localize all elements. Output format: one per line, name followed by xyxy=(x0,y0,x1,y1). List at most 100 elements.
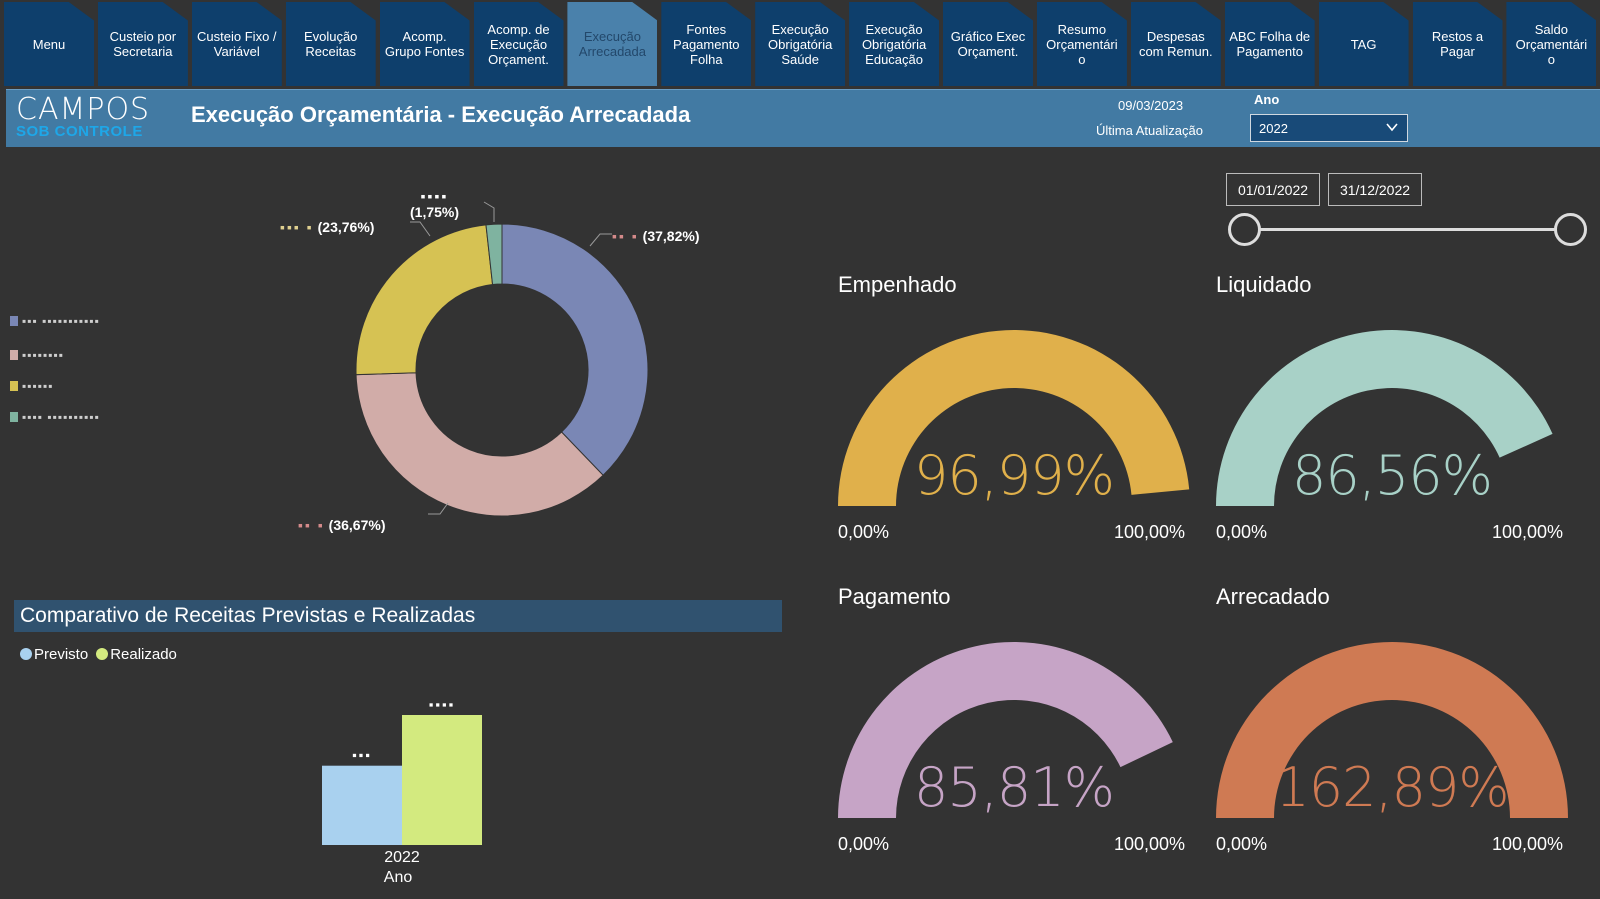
tab-7[interactable]: Execução Arrecadada xyxy=(567,2,658,86)
donut-legend-item[interactable]: ▪▪▪▪▪▪▪▪ xyxy=(10,347,64,363)
bar-previsto[interactable] xyxy=(322,765,402,845)
donut-label-3-name: ▪▪▪ ▪ xyxy=(280,219,314,235)
donut-label-2-name: ▪▪ ▪ xyxy=(298,517,325,533)
ano-dropdown[interactable]: 2022 xyxy=(1250,114,1408,142)
logo-bottom-text: SOB CONTROLE xyxy=(16,123,143,140)
date-slider-start-handle[interactable] xyxy=(1228,213,1261,246)
page-title: Execução Orçamentária - Execução Arrecad… xyxy=(191,102,691,127)
date-start-input[interactable]: 01/01/2022 xyxy=(1226,173,1320,206)
gauge-max-label: 100,00% xyxy=(1492,834,1564,854)
donut-label-1: ▪▪ ▪ (37,82%) xyxy=(612,228,699,244)
gauge-arc xyxy=(838,641,1173,818)
update-label: Última Atualização xyxy=(1096,123,1203,138)
gauge-arrecadado xyxy=(1216,642,1568,818)
bar-value-label: ▪▪▪ xyxy=(352,748,372,763)
ano-label: Ano xyxy=(1254,92,1280,107)
tab-5[interactable]: Acomp. Grupo Fontes xyxy=(379,2,470,86)
tab-15[interactable]: TAG xyxy=(1318,2,1409,86)
donut-slice-2[interactable] xyxy=(355,372,604,517)
gauge-liquidado xyxy=(1216,329,1553,506)
tab-8[interactable]: Fontes Pagamento Folha xyxy=(661,2,752,86)
bar-chart-legend: Previsto Realizado xyxy=(20,646,177,663)
gauge-value: 162,89% xyxy=(1275,756,1509,819)
legend-swatch xyxy=(10,412,18,422)
gauge-min-label: 0,00% xyxy=(1216,834,1268,854)
legend-text: ▪▪▪ ▪▪▪▪▪▪▪▪▪▪▪ xyxy=(22,314,100,328)
date-end-input[interactable]: 31/12/2022 xyxy=(1328,173,1422,206)
donut-leader-line xyxy=(483,201,495,222)
bar-chart: ▪▪▪▪▪▪▪ xyxy=(322,697,482,845)
gauge-max-label: 100,00% xyxy=(1114,522,1186,542)
donut-label-4: ▪▪▪▪ (1,75%) xyxy=(410,188,459,220)
donut-leader-line xyxy=(410,221,431,237)
donut-label-3: ▪▪▪ ▪ (23,76%) xyxy=(280,219,374,235)
gauge-value: 96,99% xyxy=(914,444,1115,507)
update-date: 09/03/2023 xyxy=(1118,98,1184,113)
tab-1[interactable]: Menu xyxy=(4,2,94,86)
tab-12[interactable]: Resumo Orçamentári o xyxy=(1036,2,1127,86)
gauge-min-label: 0,00% xyxy=(838,522,890,542)
date-slider-track[interactable] xyxy=(1244,228,1570,231)
bar-category-label: 2022 xyxy=(384,849,420,866)
gauge-min-label: 0,00% xyxy=(1216,522,1268,542)
chevron-down-icon xyxy=(1385,120,1399,137)
tab-3[interactable]: Custeio Fixo / Variável xyxy=(191,2,282,86)
gauge-arc xyxy=(1216,642,1568,818)
legend-text: ▪▪▪▪ ▪▪▪▪▪▪▪▪▪▪ xyxy=(22,410,100,424)
donut-legend-item[interactable]: ▪▪▪▪▪▪ xyxy=(10,378,54,394)
legend-previsto[interactable]: Previsto xyxy=(20,646,88,663)
previsto-dot-icon xyxy=(20,648,32,660)
gauge-title-liquidado: Liquidado xyxy=(1216,272,1312,297)
donut-label-2: ▪▪ ▪ (36,67%) xyxy=(298,517,385,533)
donut-slice-4[interactable] xyxy=(485,223,503,286)
campos-logo: CAMPOS SOB CONTROLE xyxy=(16,94,176,144)
legend-realizado[interactable]: Realizado xyxy=(96,646,177,663)
ano-dropdown-value: 2022 xyxy=(1259,121,1288,136)
legend-text: ▪▪▪▪▪▪▪▪ xyxy=(22,348,65,362)
gauge-title-empenhado: Empenhado xyxy=(838,272,957,297)
gauge-arc xyxy=(1216,329,1553,506)
date-slider-end-handle[interactable] xyxy=(1554,213,1587,246)
legend-swatch xyxy=(10,316,18,326)
legend-previsto-label: Previsto xyxy=(34,646,89,663)
gauge-min-label: 0,00% xyxy=(838,834,890,854)
donut-slice-3[interactable] xyxy=(355,224,494,376)
page-header: CAMPOS SOB CONTROLE Execução Orçamentári… xyxy=(6,89,1600,147)
logo-top-text: CAMPOS xyxy=(16,92,151,127)
donut-label-2-pct: (36,67%) xyxy=(328,517,386,533)
tab-13[interactable]: Despesas com Remun. xyxy=(1130,2,1221,86)
donut-label-3-pct: (23,76%) xyxy=(317,219,375,235)
donut-leader-line xyxy=(428,502,449,515)
donut-label-4-name: ▪▪▪▪ xyxy=(420,188,449,204)
bar-value-label: ▪▪▪▪ xyxy=(429,697,455,712)
donut-slice-1[interactable] xyxy=(501,223,649,476)
tab-17[interactable]: Saldo Orçamentári o xyxy=(1506,2,1597,86)
bar-realizado[interactable] xyxy=(402,715,482,845)
tab-11[interactable]: Gráfico Exec Orçament. xyxy=(943,2,1033,86)
gauge-title-pagamento: Pagamento xyxy=(838,584,951,609)
donut-legend-item[interactable]: ▪▪▪ ▪▪▪▪▪▪▪▪▪▪▪ xyxy=(10,313,100,329)
donut-label-4-pct: (1,75%) xyxy=(410,204,460,220)
gauge-max-label: 100,00% xyxy=(1114,834,1186,854)
tab-9[interactable]: Execução Obrigatória Saúde xyxy=(755,2,846,86)
bar-axis-label: Ano xyxy=(383,869,413,886)
realizado-dot-icon xyxy=(96,648,109,660)
legend-swatch xyxy=(10,350,18,360)
donut-legend-item[interactable]: ▪▪▪▪ ▪▪▪▪▪▪▪▪▪▪ xyxy=(10,409,100,425)
gauge-pagamento xyxy=(838,641,1173,818)
tab-2[interactable]: Custeio por Secretaria xyxy=(97,2,188,86)
tab-14[interactable]: ABC Folha de Pagamento xyxy=(1224,2,1315,86)
gauge-max-label: 100,00% xyxy=(1492,522,1564,542)
donut-chart xyxy=(355,201,649,517)
bar-chart-header: Comparativo de Receitas Previstas e Real… xyxy=(14,600,782,632)
donut-leader-line xyxy=(589,233,612,247)
bar-chart-title: Comparativo de Receitas Previstas e Real… xyxy=(20,604,476,627)
tab-16[interactable]: Restos a Pagar xyxy=(1412,2,1503,86)
gauge-title-arrecadado: Arrecadado xyxy=(1216,584,1330,609)
tab-4[interactable]: Evolução Receitas xyxy=(285,2,376,86)
gauge-arc xyxy=(838,329,1190,506)
donut-label-1-name: ▪▪ ▪ xyxy=(612,228,639,244)
tab-10[interactable]: Execução Obrigatória Educação xyxy=(849,2,940,86)
legend-text: ▪▪▪▪▪▪ xyxy=(22,379,54,393)
tab-6[interactable]: Acomp. de Execução Orçament. xyxy=(473,2,564,86)
